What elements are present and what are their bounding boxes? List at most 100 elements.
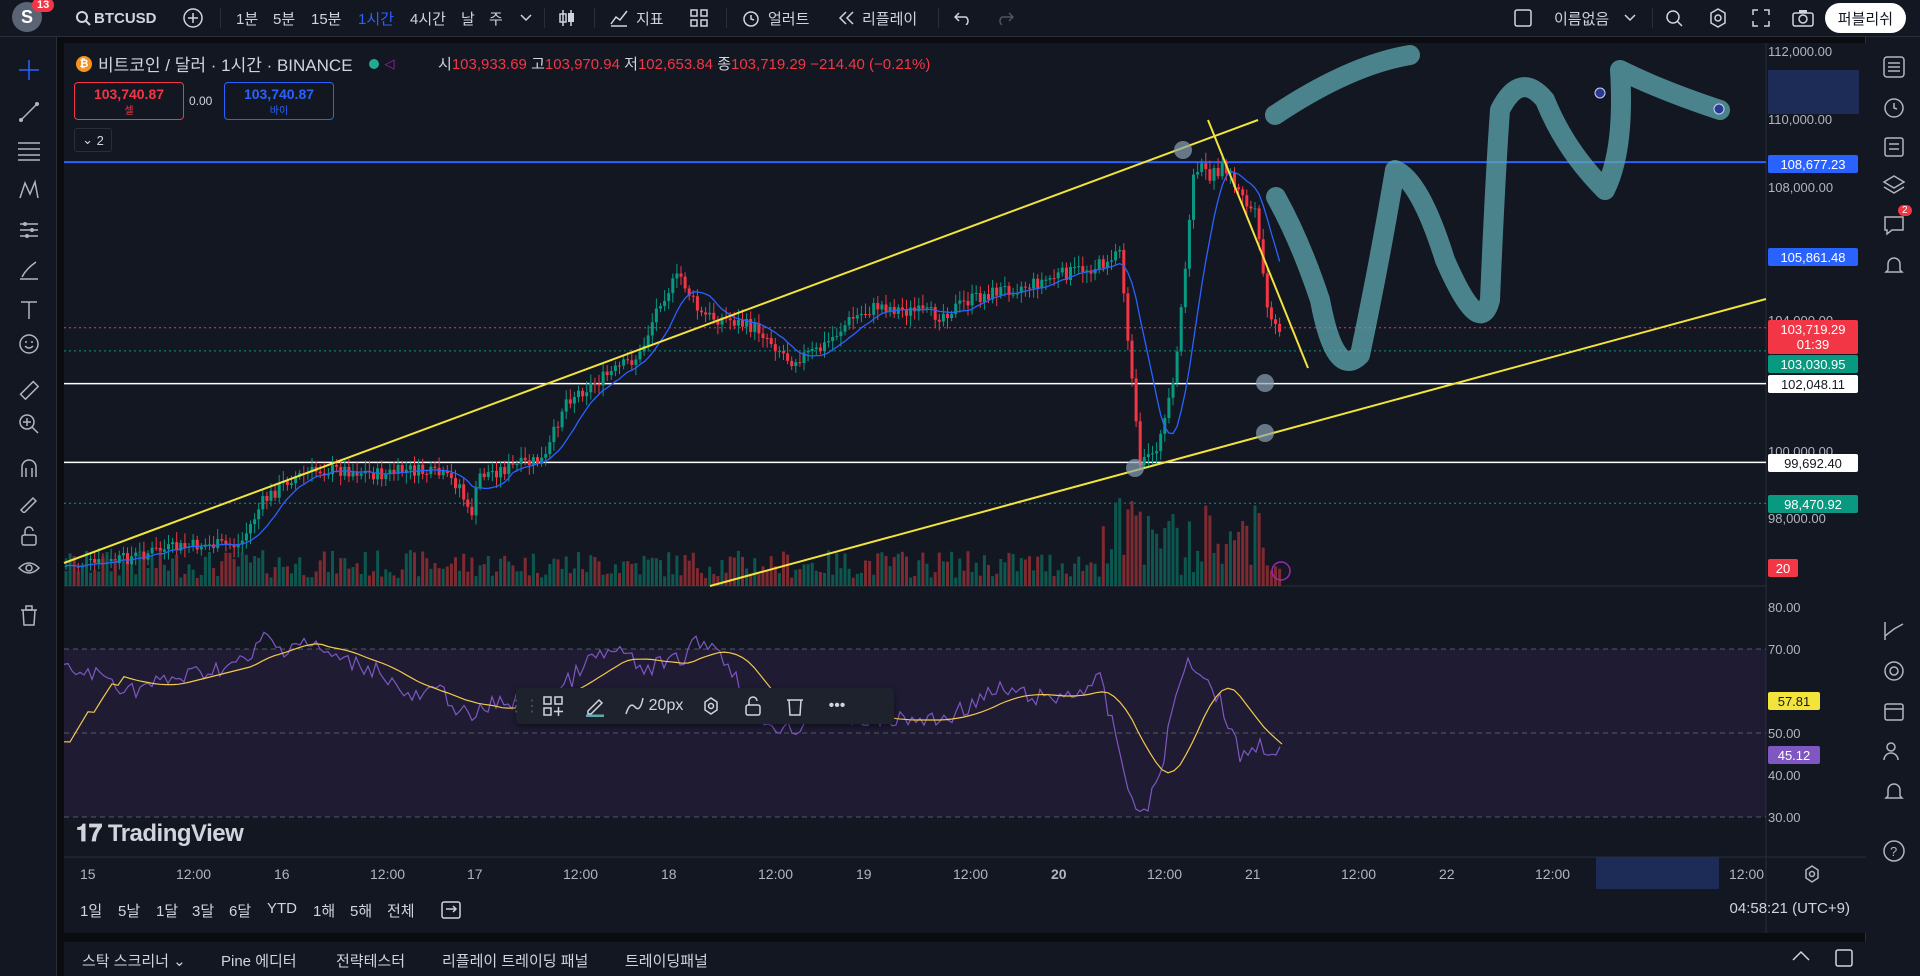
date-range-icon[interactable] [440,898,462,924]
add-template-button[interactable] [532,692,574,720]
line-width-button[interactable]: 20px [616,692,690,720]
range-all[interactable]: 전체 [387,903,415,920]
keep-drawing-tool[interactable] [16,489,42,515]
chats-button[interactable]: 2 [1880,205,1912,239]
help-button[interactable]: ? [1880,837,1908,865]
notifications-button[interactable] [1880,251,1908,279]
range-ytd[interactable]: YTD [267,900,297,917]
alerts-button[interactable]: 얼러트 [740,0,809,36]
snapshot-button[interactable] [1792,0,1814,36]
quick-search-button[interactable] [1663,0,1685,36]
compare-button[interactable] [182,0,204,36]
interval-1m[interactable]: 1분 [236,10,259,28]
magnet-tool[interactable] [16,455,42,481]
price-tag-blue-mid[interactable]: 105,861.48 [1768,248,1858,266]
fib-tool[interactable] [16,137,42,163]
price-tag-white-1[interactable]: 102,048.11 [1768,375,1858,393]
prediction-tool[interactable] [16,217,42,243]
clock[interactable]: 04:58:21 (UTC+9) [1729,900,1850,917]
range-3m[interactable]: 3달 [192,903,215,920]
collapse-indicators-button[interactable]: ⌄ 2 [74,128,112,152]
redo-button[interactable] [994,0,1016,36]
delete-drawing-button[interactable] [774,692,816,720]
text-tool[interactable] [16,297,42,323]
publish-button[interactable]: 퍼블리쉬 [1824,3,1906,33]
candle-body [597,383,601,386]
replay-button[interactable]: 리플레이 [836,0,917,36]
brush-tool[interactable] [16,257,42,283]
chart-type-button[interactable] [556,0,578,36]
crosshair-tool[interactable] [16,57,42,83]
pattern-tool[interactable] [16,177,42,203]
price-tag-white-2[interactable]: 99,692.40 [1768,454,1858,472]
buy-button[interactable]: 103,740.87 바이 [224,82,334,120]
candle-body [482,473,486,478]
interval-1h[interactable]: 1시간 [358,10,394,28]
interval-5m[interactable]: 5분 [273,10,296,28]
pine-button[interactable] [1880,617,1908,645]
smiley-icon [19,334,39,354]
ideas-button[interactable] [1880,657,1908,685]
tab-pine-editor[interactable]: Pine 에디터 [221,953,297,970]
range-6m[interactable]: 6달 [229,903,252,920]
axis-settings-icon[interactable] [1802,864,1822,889]
indicators-button[interactable]: 지표 [608,0,664,36]
volume-bar [478,565,482,586]
symbol-search[interactable]: BTCUSD [72,0,157,36]
measure-tool[interactable] [16,377,42,403]
undo-button[interactable] [952,0,974,36]
lock-drawing-button[interactable] [732,692,774,720]
maximize-panel-icon[interactable] [1834,948,1854,972]
fullscreen-button[interactable] [1750,0,1772,36]
layout-name-dropdown[interactable]: 이름없음 [1554,0,1641,36]
more-options-button[interactable]: ••• [816,692,858,720]
interval-15m[interactable]: 15분 [311,10,342,28]
settings-button[interactable] [1707,0,1729,36]
candle-body [1269,307,1273,320]
remove-drawings-tool[interactable] [16,603,42,629]
calendar-button[interactable] [1880,697,1908,725]
sell-button[interactable]: 103,740.87 셀 [74,82,184,120]
candle-body [392,469,396,474]
data-window-button[interactable] [1880,133,1908,161]
layout-button[interactable] [1512,0,1534,36]
interval-day[interactable]: 날 [461,10,475,28]
bell-panel-button[interactable] [1880,777,1908,805]
tab-replay-trading[interactable]: 리플레이 트레이딩 패널 [442,953,589,970]
range-1y[interactable]: 1해 [313,903,336,920]
tab-trading-panel[interactable]: 트레이딩패널 [625,953,708,970]
interval-week[interactable]: 주 [489,10,503,28]
emoji-tool[interactable] [16,331,42,357]
symbol-title[interactable]: 비트코인 / 달러 · 1시간 · BINANCE [98,56,353,75]
tab-strategy-tester[interactable]: 전략테스터 [336,953,406,970]
watchlist-button[interactable] [1880,53,1908,81]
range-1d[interactable]: 1일 [80,903,103,920]
brush-color-button[interactable] [574,692,616,720]
user-avatar[interactable]: S 13 [12,0,55,32]
templates-button[interactable] [688,0,710,36]
share-icon[interactable]: ◁ [384,55,395,71]
price-tag-blue-top[interactable]: 108,677.23 [1768,155,1858,173]
hide-drawings-tool[interactable] [16,555,42,581]
trendline-tool[interactable] [16,99,42,125]
drag-handle-icon[interactable]: ⋮⋮ [508,698,540,715]
zoom-tool[interactable] [16,411,42,437]
tradingview-logo[interactable]: 𝟏𝟕 TradingView [76,820,244,847]
tab-screener[interactable]: 스탁 스크리너 ⌄ [82,953,186,970]
range-1m[interactable]: 1달 [156,903,179,920]
candle-body [630,360,634,365]
range-5d[interactable]: 5날 [118,903,141,920]
price-chart-svg[interactable] [0,0,1866,940]
range-5y[interactable]: 5해 [350,903,373,920]
community-button[interactable] [1880,737,1908,765]
object-tree-button[interactable] [1880,171,1908,199]
alerts-panel-button[interactable] [1880,93,1908,121]
volume-bar [1216,543,1220,586]
time-tick: 12:00 [370,866,406,882]
chevron-up-icon[interactable] [1792,948,1810,965]
lock-drawings-tool[interactable] [16,523,42,549]
interval-dropdown[interactable] [515,0,537,36]
interval-4h[interactable]: 4시간 [410,10,446,28]
drawing-settings-button[interactable] [690,692,732,720]
divider [594,8,595,28]
